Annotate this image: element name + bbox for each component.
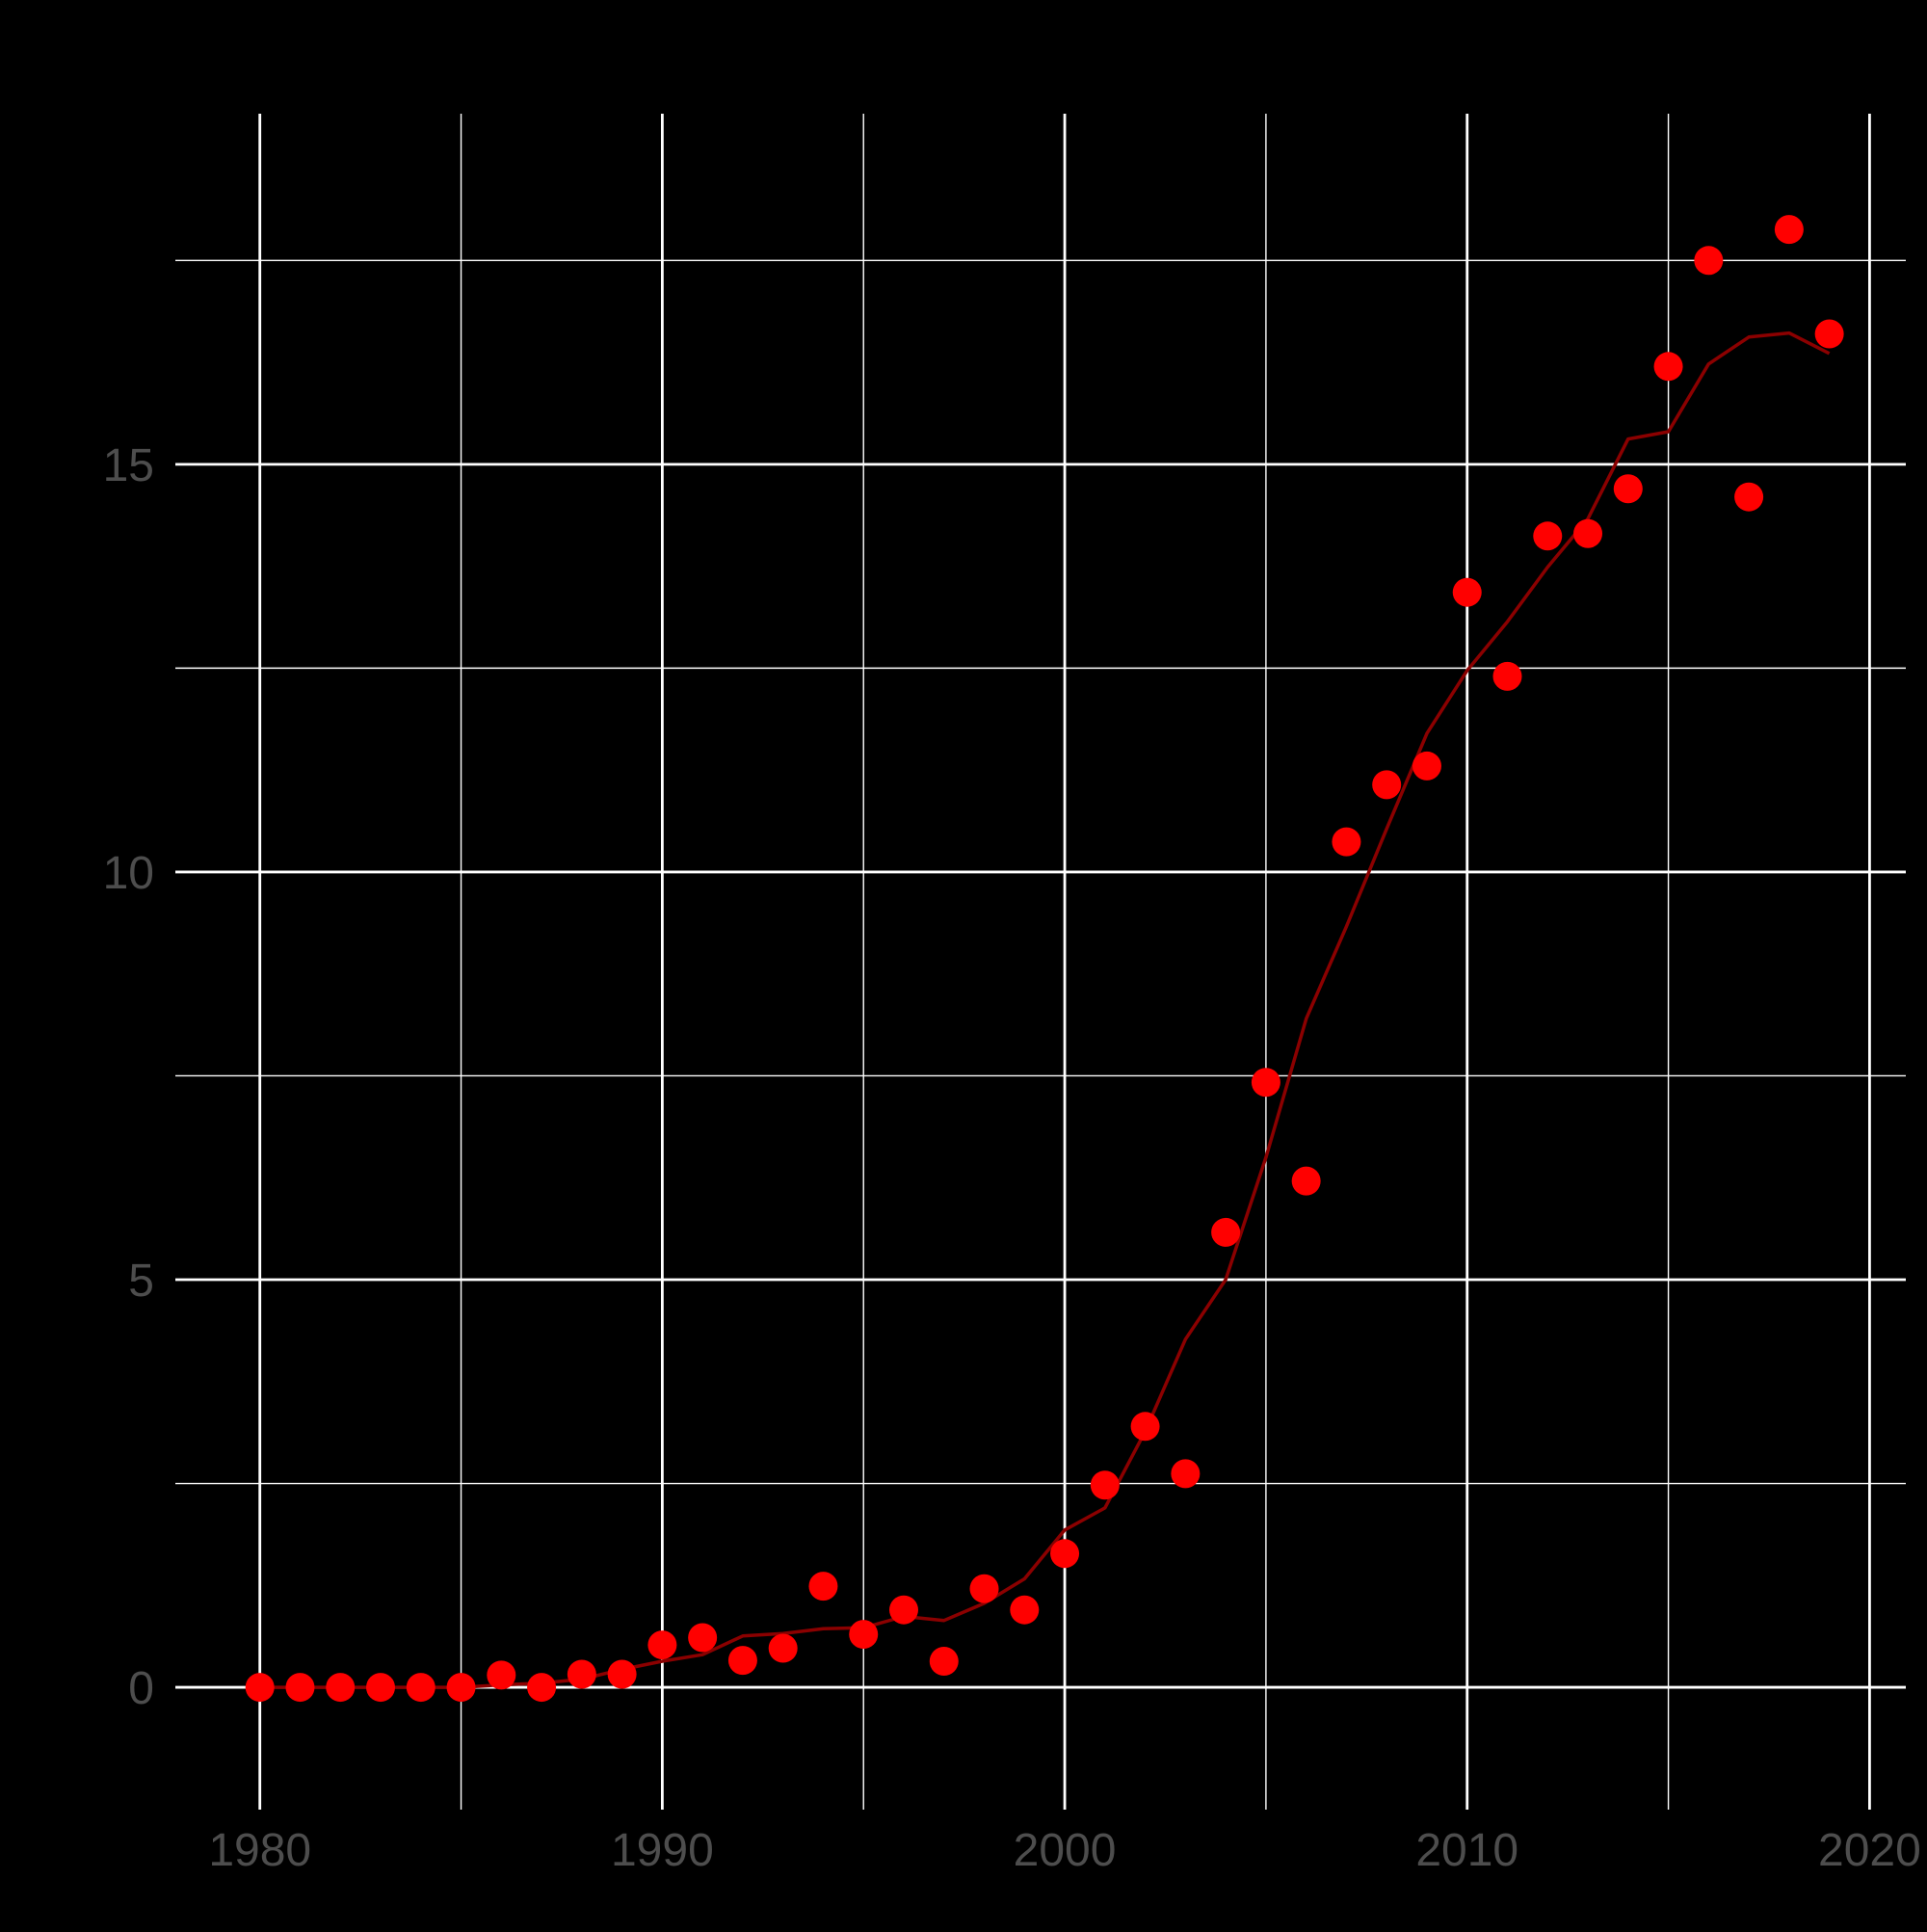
data-point [245, 1673, 275, 1703]
y-tick-label: 0 [128, 1663, 154, 1714]
trend-line-group [259, 331, 1831, 1689]
data-point [688, 1623, 718, 1653]
x-tick-label: 1990 [611, 1825, 714, 1876]
data-point [1171, 1459, 1201, 1489]
data-point [647, 1630, 677, 1660]
y-tick-label: 5 [128, 1256, 154, 1307]
x-axis: 1980 1990 2000 2010 2020 [208, 1825, 1920, 1876]
data-point [808, 1572, 838, 1601]
data-point [527, 1673, 557, 1703]
data-point [1211, 1217, 1241, 1247]
y-axis: 0 5 10 15 [103, 440, 154, 1714]
x-tick-label: 1980 [208, 1825, 311, 1876]
x-tick-label: 2010 [1415, 1825, 1518, 1876]
data-point [1573, 518, 1603, 548]
data-point [1291, 1166, 1321, 1196]
y-tick-label: 10 [103, 848, 154, 899]
data-point [1734, 482, 1764, 512]
data-point [446, 1673, 476, 1703]
data-point [1653, 352, 1683, 382]
data-point [929, 1647, 959, 1676]
x-tick-label: 2000 [1014, 1825, 1117, 1876]
data-point [1090, 1470, 1120, 1500]
data-point [727, 1646, 757, 1676]
data-point [366, 1673, 396, 1703]
data-point [1251, 1068, 1280, 1098]
minor-gridlines [175, 114, 1906, 1810]
data-point [1372, 770, 1402, 800]
data-point [888, 1595, 918, 1625]
data-point [1492, 661, 1522, 691]
data-point [768, 1633, 798, 1663]
data-point [1814, 319, 1844, 349]
data-point [285, 1673, 315, 1703]
data-point [487, 1660, 516, 1690]
data-point [1332, 827, 1361, 857]
data-point [1412, 751, 1441, 781]
data-point [1694, 246, 1724, 276]
data-point [1050, 1539, 1080, 1569]
data-point [1774, 215, 1804, 245]
data-point [849, 1620, 879, 1650]
data-point [1533, 521, 1563, 551]
data-point [326, 1673, 356, 1703]
data-point [1613, 474, 1643, 504]
x-tick-label: 2020 [1818, 1825, 1921, 1876]
scatter-points-group [245, 215, 1844, 1703]
data-point [1452, 577, 1482, 607]
data-point [607, 1659, 637, 1689]
data-point [1130, 1412, 1160, 1442]
data-point [969, 1574, 999, 1603]
y-tick-label: 15 [103, 440, 154, 491]
trend-line [259, 331, 1831, 1689]
data-point [406, 1673, 436, 1703]
data-point [1010, 1595, 1040, 1625]
data-point [567, 1659, 596, 1689]
